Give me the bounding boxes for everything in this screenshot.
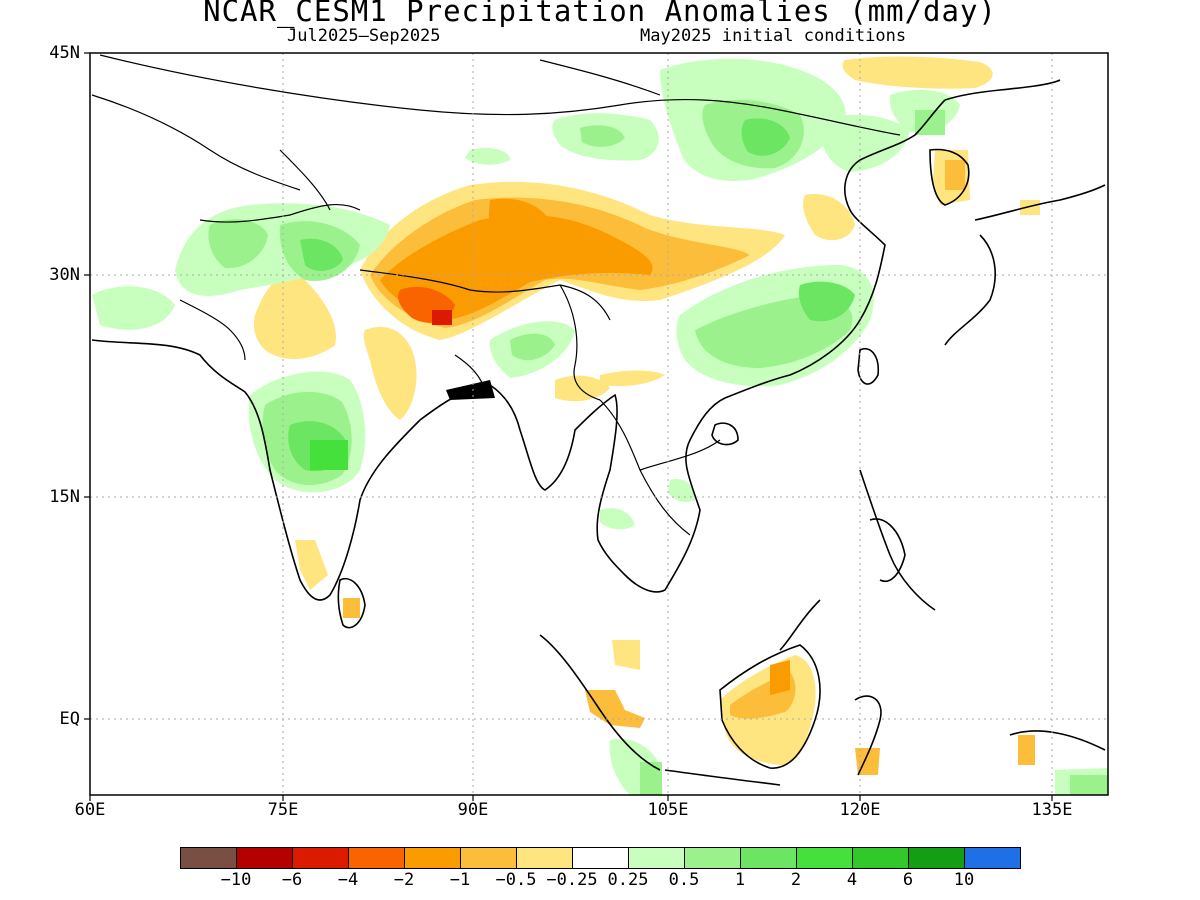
legend-label: −1	[449, 870, 471, 890]
legend-swatch	[404, 847, 461, 869]
lon-label-105e: 105E	[647, 800, 689, 820]
dry-anomaly-tibet	[360, 181, 785, 340]
legend-swatch	[348, 847, 405, 869]
legend-swatch	[180, 847, 237, 869]
legend-swatch	[964, 847, 1021, 869]
coastlines	[91, 79, 1106, 786]
map-frame	[89, 52, 1109, 796]
legend-swatch	[684, 847, 741, 869]
lat-label-45n: 45N	[49, 43, 80, 63]
legend-label: −10	[220, 870, 252, 890]
legend-label: −0.25	[546, 870, 598, 890]
legend-label: 1	[734, 870, 746, 890]
legend-swatch	[516, 847, 573, 869]
anomaly-field	[91, 54, 1108, 795]
dry-anomaly-india	[253, 273, 665, 618]
legend-swatch	[236, 847, 293, 869]
legend-label: 0.5	[668, 870, 700, 890]
legend-swatch	[628, 847, 685, 869]
lon-label-90e: 90E	[457, 800, 489, 820]
legend-swatch	[796, 847, 853, 869]
legend-label: −4	[337, 870, 359, 890]
legend-label: −0.5	[495, 870, 537, 890]
lat-label-eq: EQ	[59, 709, 80, 729]
legend-label: 4	[846, 870, 858, 890]
wet-anomaly-himalaya	[92, 148, 575, 378]
legend-label: 10	[953, 870, 975, 890]
legend-swatch	[460, 847, 517, 869]
wet-anomaly-maritime	[600, 479, 1108, 795]
country-borders	[91, 54, 901, 536]
legend-swatch	[572, 847, 629, 869]
legend-swatch	[292, 847, 349, 869]
legend-swatch	[908, 847, 965, 869]
lon-label-120e: 120E	[839, 800, 881, 820]
wet-anomaly-india	[248, 371, 366, 493]
chart-title: NCAR_CESM1 Precipitation Anomalies (mm/d…	[203, 0, 997, 28]
axis-ticks	[84, 52, 1053, 801]
lon-label-75e: 75E	[267, 800, 299, 820]
legend-label: 0.25	[607, 870, 649, 890]
legend-swatch	[852, 847, 909, 869]
lat-label-15n: 15N	[49, 487, 80, 507]
color-legend-bar	[180, 847, 1021, 869]
legend-swatch	[740, 847, 797, 869]
ganges-delta	[446, 380, 495, 400]
graticule	[90, 53, 1108, 795]
lon-label-60e: 60E	[74, 800, 106, 820]
legend-label: 6	[902, 870, 914, 890]
legend-label: −2	[393, 870, 415, 890]
lat-label-30n: 30N	[49, 265, 80, 285]
initial-conditions-label: May2025 initial conditions	[640, 26, 907, 46]
dry-anomaly-east-asia	[803, 56, 1040, 241]
lon-label-135e: 135E	[1031, 800, 1073, 820]
legend-label: −6	[281, 870, 303, 890]
valid-period-label: Jul2025–Sep2025	[287, 26, 441, 46]
legend-label: 2	[790, 870, 802, 890]
